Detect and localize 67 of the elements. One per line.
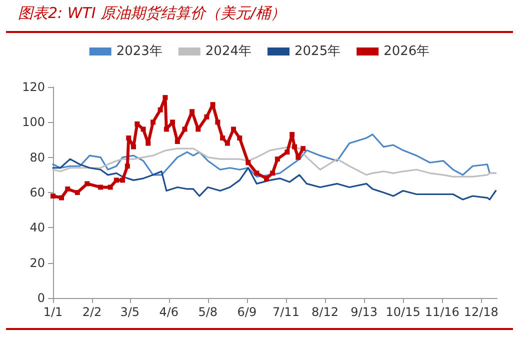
- point: [231, 126, 236, 132]
- y-tick-label: 20: [30, 256, 45, 270]
- point: [220, 135, 226, 140]
- point: [131, 144, 136, 150]
- point: [174, 139, 180, 144]
- legend-label: 2024年: [205, 44, 252, 59]
- x-tick-label: 8/12: [312, 305, 338, 319]
- y-tick-label: 0: [37, 291, 45, 305]
- point: [108, 184, 113, 190]
- point: [237, 135, 242, 140]
- x-tick-label: 6/9: [237, 305, 257, 319]
- point: [120, 178, 126, 183]
- point: [162, 95, 168, 100]
- point: [134, 121, 140, 126]
- point: [215, 120, 220, 125]
- x-tick-label: 11/16: [424, 305, 460, 319]
- point: [296, 154, 301, 160]
- chart-title: 图表2: WTI 原油期货结算价（美元/桶）: [18, 4, 286, 23]
- point: [264, 176, 269, 181]
- point: [254, 170, 260, 176]
- point: [124, 164, 130, 169]
- point: [114, 178, 119, 183]
- y-tick-label: 120: [22, 80, 45, 94]
- y-tick-label: 80: [30, 150, 45, 164]
- x-tick-label: 10/15: [386, 305, 420, 319]
- x-tick-label: 12/18: [464, 305, 498, 319]
- point: [98, 184, 104, 190]
- point: [292, 144, 298, 150]
- point: [140, 126, 146, 132]
- point: [59, 195, 64, 200]
- x-tick-label: 2/2: [82, 305, 102, 319]
- point: [246, 160, 251, 166]
- point: [224, 140, 230, 146]
- point: [196, 126, 201, 132]
- point: [164, 126, 169, 132]
- point: [284, 150, 290, 155]
- point: [126, 135, 132, 140]
- x-tick-label: 3/5: [120, 305, 140, 319]
- point: [65, 186, 70, 192]
- point: [50, 194, 56, 199]
- point: [290, 132, 295, 137]
- y-tick-label: 100: [22, 115, 45, 130]
- x-tick-label: 7/11: [272, 305, 300, 319]
- point: [270, 170, 276, 176]
- legend-label: 2025年: [294, 44, 341, 59]
- line-series: [52, 146, 497, 178]
- y-tick-label: 40: [30, 220, 45, 235]
- point: [274, 156, 280, 162]
- point: [204, 114, 210, 120]
- point: [190, 109, 195, 114]
- point: [182, 126, 188, 132]
- line-series: [52, 158, 497, 200]
- point: [170, 120, 176, 125]
- x-tick-label: 1/1: [43, 305, 63, 319]
- y-tick-label: 60: [30, 186, 45, 200]
- point: [300, 146, 306, 152]
- legend-label: 2026年: [384, 44, 430, 59]
- point: [146, 140, 151, 146]
- x-tick-label: 4/6: [159, 305, 179, 319]
- point: [84, 181, 90, 186]
- point: [150, 120, 156, 125]
- x-tick-label: 5/8: [198, 305, 218, 319]
- point: [74, 190, 80, 195]
- point: [210, 102, 216, 108]
- legend-label: 2023年: [116, 44, 162, 59]
- x-tick-label: 9/13: [350, 305, 378, 319]
- point: [158, 107, 163, 112]
